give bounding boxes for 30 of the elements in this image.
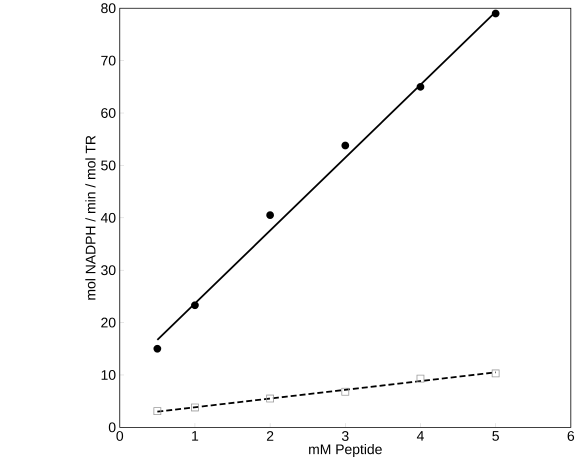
point xyxy=(416,82,424,91)
point xyxy=(191,301,199,310)
point xyxy=(153,407,162,415)
y-tick-label: 20 xyxy=(101,318,116,328)
point xyxy=(266,394,274,402)
x-tick-label: 6 xyxy=(568,430,574,441)
x-tick-label: 0 xyxy=(116,430,124,441)
point xyxy=(416,374,424,382)
point xyxy=(153,344,162,353)
y-tick-label: 40 xyxy=(100,212,116,223)
y-tick-label: 80 xyxy=(101,3,116,14)
y-tick-label: 60 xyxy=(101,108,116,118)
point xyxy=(266,211,274,219)
y-tick-label: 50 xyxy=(101,160,116,170)
point xyxy=(492,9,500,18)
y-axis-title: mol NADPH / min / mol TR xyxy=(85,136,96,300)
point xyxy=(191,403,199,412)
x-axis-title: mM Peptide xyxy=(309,444,382,457)
x-tick-label: 1 xyxy=(192,430,198,441)
y-tick-label: 30 xyxy=(101,265,116,275)
x-tick-label: 2 xyxy=(266,430,274,441)
point xyxy=(341,388,350,396)
y-tick-label: 0 xyxy=(108,422,116,432)
x-tick-label: 3 xyxy=(342,430,349,441)
point xyxy=(341,141,350,150)
y-tick-label: 70 xyxy=(101,56,116,66)
x-tick-label: 5 xyxy=(492,430,499,441)
x-tick-label: 4 xyxy=(416,430,424,441)
point xyxy=(492,369,500,378)
y-tick-label: 10 xyxy=(102,370,116,380)
